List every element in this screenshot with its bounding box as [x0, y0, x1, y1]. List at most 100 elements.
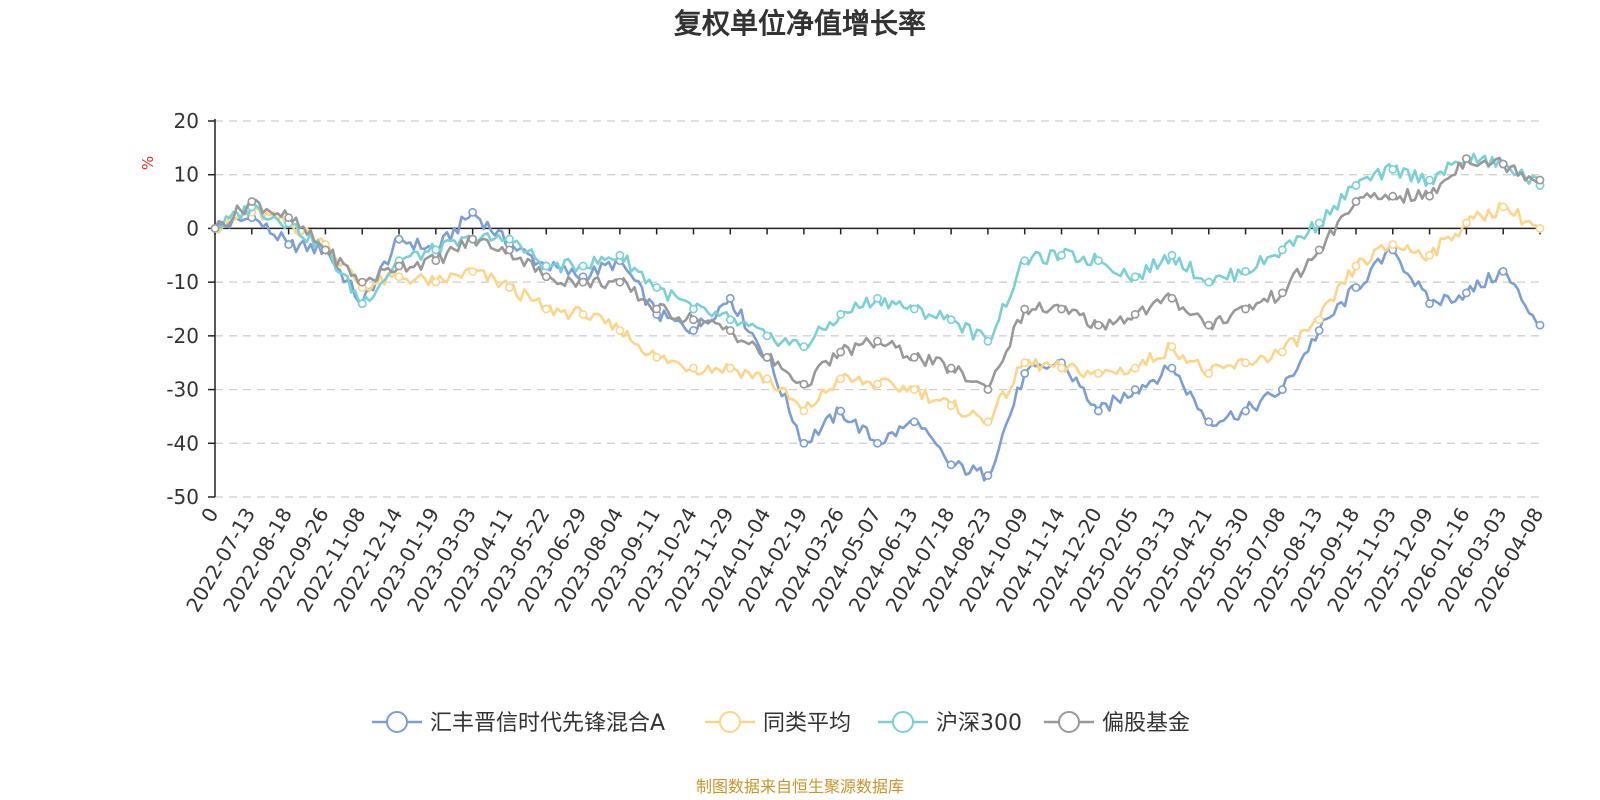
legend-label: 沪深300 — [936, 711, 1022, 736]
data-point — [1130, 272, 1140, 282]
data-point — [1535, 175, 1545, 185]
data-point — [1241, 266, 1250, 276]
data-point — [1425, 299, 1434, 309]
data-point — [799, 438, 809, 448]
y-tick-label: 0 — [186, 216, 199, 240]
data-point — [1130, 385, 1140, 394]
data-point — [1277, 288, 1287, 298]
data-point — [541, 261, 551, 271]
legend[interactable]: 汇丰晋信时代先锋混合A 同类平均 沪深300 偏股基金 — [372, 711, 1190, 736]
data-point — [394, 272, 404, 282]
data-point — [505, 283, 514, 292]
data-point — [1351, 197, 1361, 206]
data-point — [1277, 385, 1287, 394]
data-point — [1204, 320, 1214, 330]
data-point — [1314, 245, 1324, 255]
legend-marker — [386, 711, 408, 733]
data-point — [1425, 250, 1434, 260]
series-line — [214, 152, 1542, 349]
data-point — [1388, 240, 1398, 249]
data-point — [505, 234, 514, 244]
data-point — [615, 326, 625, 335]
data-point — [1167, 250, 1177, 260]
data-point — [725, 315, 735, 325]
data-point — [468, 207, 478, 217]
y-tick-label: -40 — [166, 431, 199, 455]
axis-layer: 20100-10-20-30-40-5002022-07-132022-08-1… — [166, 109, 1548, 616]
series-line — [214, 201, 1541, 425]
y-tick-label: -30 — [166, 378, 199, 402]
data-point — [394, 234, 404, 244]
legend-item[interactable]: 同类平均 — [705, 711, 851, 736]
data-point — [1461, 288, 1471, 298]
data-point — [1020, 369, 1030, 378]
data-point — [1167, 342, 1177, 351]
data-point — [1535, 224, 1545, 233]
data-point — [615, 250, 625, 260]
series-layer — [210, 152, 1545, 482]
data-point — [578, 261, 588, 271]
data-point — [1461, 218, 1471, 228]
data-point — [909, 385, 919, 394]
data-point — [1425, 175, 1434, 185]
data-point — [541, 272, 551, 282]
data-point — [725, 326, 735, 335]
data-point — [983, 385, 993, 394]
data-point — [799, 342, 809, 351]
data-point — [652, 283, 662, 292]
y-axis-label: % — [139, 156, 157, 170]
data-point — [689, 326, 698, 335]
data-point — [1351, 181, 1361, 190]
data-point — [1057, 250, 1066, 260]
data-point — [799, 379, 809, 389]
data-point — [652, 304, 662, 314]
data-point — [689, 315, 698, 325]
data-point — [1130, 363, 1140, 373]
data-point — [541, 304, 551, 314]
legend-item[interactable]: 偏股基金 — [1044, 711, 1190, 736]
data-point — [431, 256, 441, 266]
data-point — [725, 363, 735, 373]
data-point — [652, 352, 662, 362]
legend-label: 偏股基金 — [1102, 711, 1190, 736]
chart-title: 复权单位净值增长率 — [674, 7, 926, 40]
data-point — [468, 234, 478, 244]
data-point — [873, 379, 882, 389]
legend-marker — [892, 711, 914, 733]
data-point — [1461, 154, 1471, 163]
data-point — [505, 245, 514, 255]
data-point — [1535, 320, 1545, 330]
data-point — [1351, 283, 1361, 292]
data-point — [983, 417, 993, 427]
data-point — [873, 293, 882, 303]
data-point — [1204, 417, 1214, 427]
data-point — [1241, 406, 1250, 416]
data-point — [1314, 218, 1324, 228]
data-point — [321, 245, 330, 255]
y-tick-label: 20 — [174, 109, 199, 133]
data-point — [1498, 266, 1508, 276]
data-point — [1130, 309, 1140, 319]
data-point — [1093, 369, 1103, 378]
data-point — [909, 352, 919, 362]
data-point — [615, 277, 625, 287]
series-line — [213, 156, 1541, 391]
data-source-note: 制图数据来自恒生聚源数据库 — [696, 777, 904, 796]
data-point — [431, 245, 441, 255]
y-tick-label: -10 — [166, 270, 199, 294]
data-point — [946, 460, 956, 470]
legend-item[interactable]: 沪深300 — [878, 711, 1022, 736]
data-point — [431, 277, 441, 287]
data-point — [689, 304, 698, 314]
data-point — [247, 197, 257, 206]
data-point — [1020, 304, 1030, 314]
data-point — [357, 277, 367, 287]
legend-marker — [719, 711, 741, 733]
data-point — [284, 240, 294, 249]
data-point — [1167, 363, 1177, 373]
data-point — [1057, 304, 1066, 314]
data-point — [394, 261, 404, 271]
legend-item[interactable]: 汇丰晋信时代先锋混合A — [372, 711, 665, 736]
data-point — [946, 363, 956, 373]
